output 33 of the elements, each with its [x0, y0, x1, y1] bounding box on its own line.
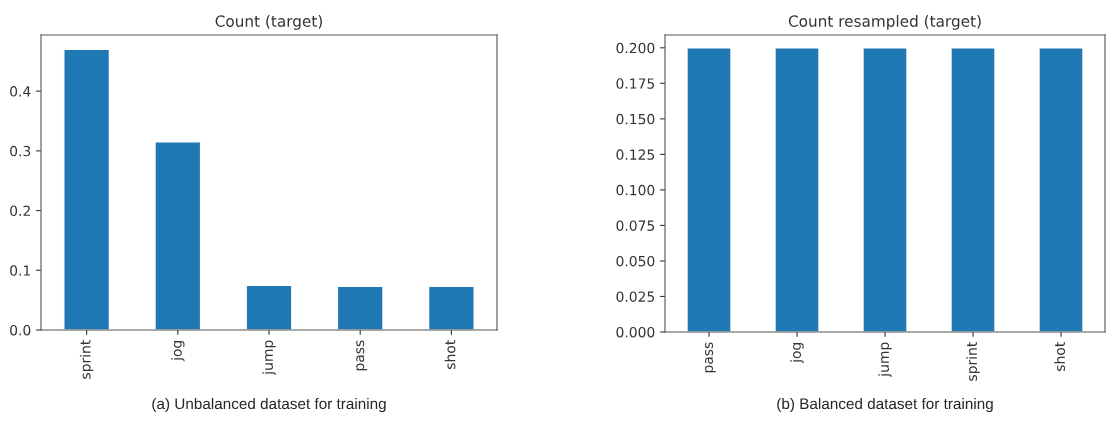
y-tick-label: 0.1 — [10, 265, 30, 276]
x-tick-label: shot — [1054, 342, 1066, 371]
bar — [63, 48, 111, 330]
y-tick-label: 0.3 — [10, 145, 31, 157]
x-tick-label: pass — [356, 340, 367, 371]
x-tick-label: sprint — [79, 340, 94, 379]
y-tick-label: 0.200 — [616, 42, 655, 54]
x-tick-label: pass — [705, 342, 716, 373]
x-tick-label: jump — [262, 340, 276, 375]
y-tick-label: 0.2 — [10, 205, 30, 217]
chart-title: Count (target) — [215, 15, 322, 30]
y-tick-label: 0.175 — [616, 78, 655, 89]
y-tick-label: 0.050 — [616, 255, 655, 267]
y-tick-label: 0.075 — [616, 220, 655, 231]
bar — [427, 285, 475, 330]
text: (a) Unbalanced dataset for training — [152, 397, 386, 413]
y-tick-label: 0.150 — [616, 113, 655, 125]
y-tick-label: 0.4 — [10, 86, 31, 97]
y-tick-label: 0.125 — [616, 149, 655, 160]
y-tick-label: 0.100 — [616, 184, 655, 196]
text: (b) Balanced dataset for training — [777, 397, 993, 413]
bar — [154, 141, 202, 330]
y-tick-label: 0.0 — [10, 324, 31, 336]
bar — [336, 285, 384, 330]
y-tick-label: 0.025 — [616, 291, 655, 302]
chart-title: Count resampled (target) — [788, 15, 981, 30]
x-tick-label: jump — [878, 342, 892, 377]
x-tick-label: shot — [444, 340, 456, 369]
x-tick-label: sprint — [966, 342, 980, 381]
x-tick-label: jog — [790, 342, 804, 364]
bar — [245, 284, 293, 330]
y-tick-label: 0.000 — [616, 326, 655, 338]
x-tick-label: jog — [171, 340, 185, 362]
